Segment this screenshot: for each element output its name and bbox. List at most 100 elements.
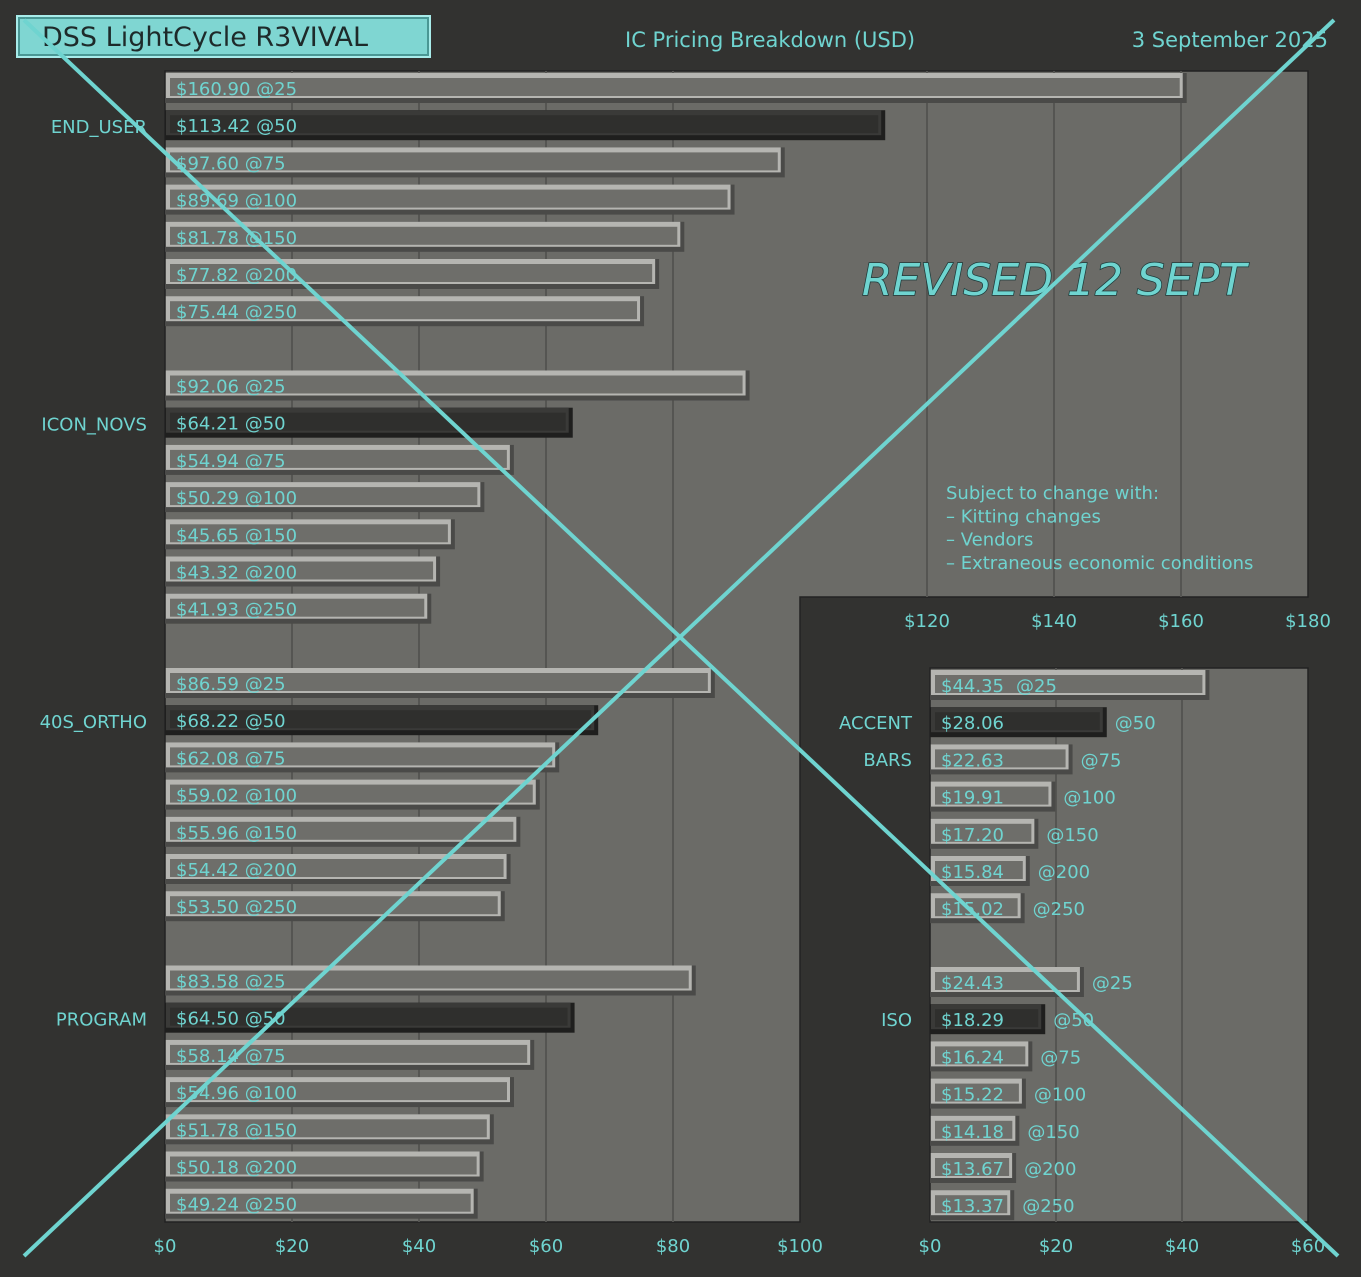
bar-label: $45.65 @150 (176, 525, 297, 546)
bar-face (170, 1007, 568, 1026)
bar (165, 407, 573, 438)
bar-label: $50.18 @200 (176, 1158, 297, 1179)
bar (165, 854, 511, 884)
bar-face (935, 1195, 1008, 1214)
bar-quantity-label: @200 (1024, 1159, 1076, 1180)
bar-label: $62.08 @75 (176, 748, 286, 769)
bar-label: $64.50 @50 (176, 1009, 286, 1030)
bar-label: $49.24 @250 (176, 1195, 297, 1216)
bar (165, 965, 696, 996)
bar-price-label: $16.24 (941, 1047, 1004, 1068)
bar-face (170, 673, 708, 691)
bar (165, 110, 886, 141)
revised-stamp: REVISED 12 SEPT (862, 255, 1249, 306)
bar-face (170, 747, 553, 766)
bar-face (935, 1046, 1026, 1065)
bar-price-label: $28.06 (941, 713, 1004, 734)
x-tick-label: $160 (1158, 611, 1204, 632)
bar-face (170, 859, 504, 877)
bar-face (935, 1009, 1039, 1028)
bar-price-label: $22.63 (941, 750, 1004, 771)
bar (930, 1041, 1033, 1072)
bar-quantity-label: @100 (1034, 1085, 1086, 1106)
bar-face (935, 712, 1100, 731)
bar (930, 1190, 1015, 1221)
bar-quantity-label: @200 (1038, 862, 1090, 883)
bar (165, 1077, 514, 1108)
bar-face (170, 301, 638, 320)
bar-label: $59.02 @100 (176, 786, 297, 807)
bar-price-label: $13.67 (941, 1159, 1004, 1180)
bar-label: $86.59 @25 (176, 674, 286, 695)
bar (165, 482, 485, 513)
bar-quantity-label: @50 (1115, 713, 1156, 734)
group-label: ISO (881, 1010, 912, 1031)
bar-label: $81.78 @150 (176, 228, 297, 249)
group-label: ACCENT (839, 713, 913, 734)
bar-price-label: $13.37 (941, 1196, 1004, 1217)
bar-quantity-label: @250 (1033, 899, 1085, 920)
bar-price-label: $19.91 (941, 788, 1004, 809)
bar-face (935, 786, 1049, 805)
x-tick-label: $140 (1031, 611, 1077, 632)
bar-face (170, 710, 592, 729)
bar (165, 891, 505, 922)
bar-label: $75.44 @250 (176, 302, 297, 323)
chart-title: IC Pricing Breakdown (USD) (625, 28, 916, 52)
group-label: END_USER (51, 117, 147, 138)
bar-face (170, 412, 566, 431)
bar-face (170, 152, 778, 171)
bar-face (170, 784, 533, 803)
bar (165, 1114, 494, 1145)
bar-price-label: $15.22 (941, 1085, 1004, 1106)
main-plot-area (164, 70, 1309, 1223)
bar-label: $51.78 @150 (176, 1120, 297, 1141)
bar-face (170, 970, 689, 989)
bar-face (935, 823, 1032, 842)
bar-quantity-label: @150 (1027, 1122, 1079, 1143)
bar-face (170, 78, 1180, 96)
bar-face (935, 1158, 1010, 1176)
bar-face (935, 861, 1023, 879)
note-line: – Kitting changes (946, 506, 1101, 527)
x-tick-label: $180 (1285, 611, 1331, 632)
group-label: PROGRAM (56, 1009, 147, 1030)
bar (165, 593, 432, 624)
bar (165, 742, 560, 773)
bar-face (170, 524, 448, 543)
bar-label: $89.69 @100 (176, 191, 297, 212)
bar-quantity-label: @75 (1081, 750, 1122, 771)
x-tick-label: $20 (275, 1236, 309, 1257)
bar-face (935, 675, 1203, 693)
x-tick-label: $100 (777, 1236, 823, 1257)
bar (930, 1004, 1046, 1035)
x-tick-label: $120 (904, 611, 950, 632)
bar-label: $53.50 @250 (176, 897, 297, 918)
bar-face (170, 561, 434, 580)
app-tag: DSS LightCycle R3VIVAL (16, 15, 431, 58)
bar-label: $113.42 @50 (176, 116, 297, 137)
bar-face (170, 189, 728, 208)
bar-price-label: $24.43 (941, 973, 1004, 994)
bar-quantity-label: @25 (1016, 676, 1057, 697)
bar-face (935, 1120, 1013, 1139)
bar (165, 519, 455, 550)
bar-quantity-label: @250 (1022, 1196, 1074, 1217)
note-line: – Extraneous economic conditions (946, 553, 1253, 574)
bar-face (170, 226, 678, 245)
bar (165, 184, 735, 215)
x-tick-label: $40 (402, 1236, 436, 1257)
bar (165, 779, 540, 810)
bar-label: $43.32 @200 (176, 563, 297, 584)
bar-face (170, 1082, 507, 1101)
bar-label: $41.93 @250 (176, 600, 297, 621)
bar (930, 1078, 1026, 1109)
bar-face (170, 449, 507, 468)
bar-quantity-label: @25 (1092, 973, 1133, 994)
bar (165, 444, 514, 475)
bar-label: $54.42 @200 (176, 860, 297, 881)
bar (930, 707, 1107, 738)
bar-face (170, 1119, 487, 1138)
bar (165, 556, 441, 587)
